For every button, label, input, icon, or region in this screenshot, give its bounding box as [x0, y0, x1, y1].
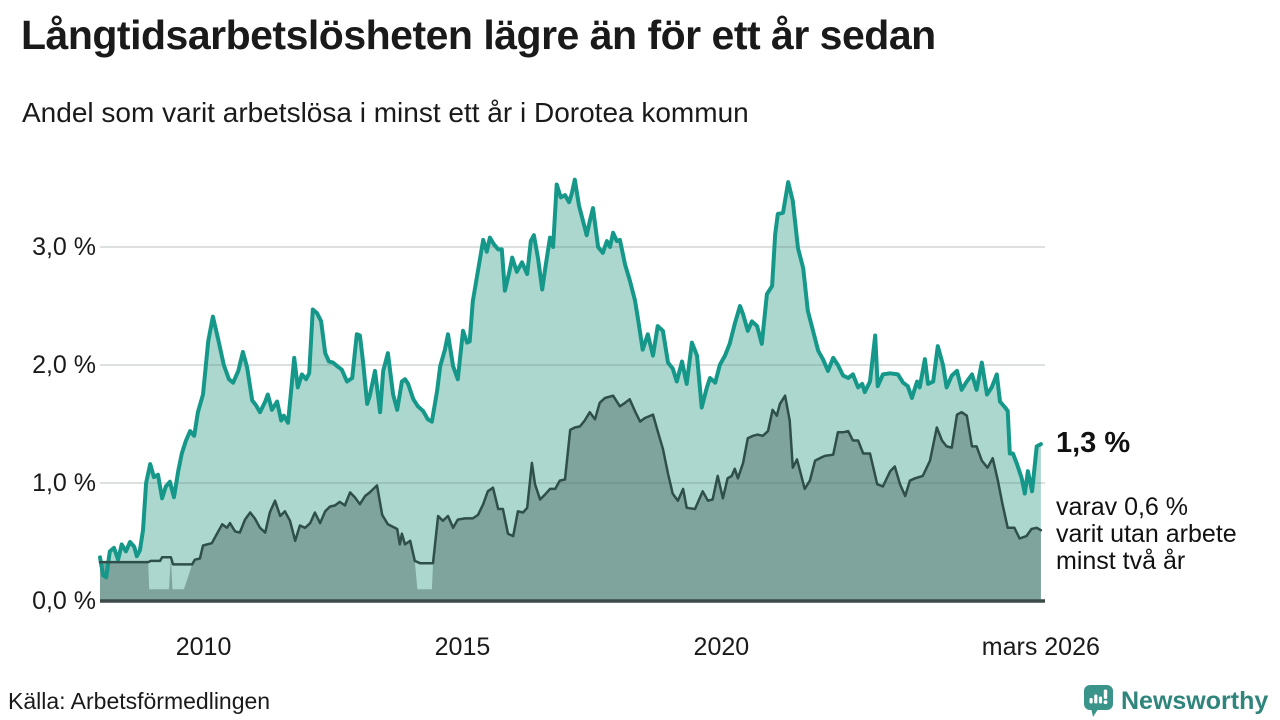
logo-bars: [1089, 689, 1108, 705]
two-year-annotation-line: varav 0,6 %: [1056, 493, 1189, 521]
y-axis-label: 0,0 %: [32, 587, 96, 615]
x-axis-label: 2020: [693, 633, 750, 661]
x-axis-label: 2010: [175, 633, 232, 661]
gridlines: [100, 246, 1045, 484]
newsworthy-logo-icon: [1084, 685, 1113, 717]
two-year-annotation: varav 0,6 % varit utan arbete minst två år: [1056, 494, 1237, 575]
source-attribution: Källa: Arbetsförmedlingen: [8, 688, 271, 714]
two-year-annotation-line: varit utan arbete: [1056, 520, 1237, 548]
line-one-year-unemployed: [98, 177, 1043, 580]
latest-value-label: 1,3 %: [1056, 427, 1131, 459]
y-axis-label: 3,0 %: [32, 233, 96, 261]
line-two-year-unemployed: [98, 394, 1043, 566]
newsworthy-logo-text: Newsworthy: [1121, 686, 1269, 715]
page-title: Långtidsarbetslösheten lägre än för ett …: [21, 12, 936, 58]
y-axis-label: 1,0 %: [32, 469, 96, 497]
x-axis-label: 2015: [434, 633, 491, 661]
page-subtitle: Andel som varit arbetslösa i minst ett å…: [22, 97, 749, 128]
two-year-annotation-line: minst två år: [1056, 547, 1186, 575]
newsworthy-branding: Newsworthy: [1083, 684, 1268, 718]
y-axis-label: 2,0 %: [32, 351, 96, 379]
area-two-year-unemployed: [100, 395, 1041, 601]
x-axis-label: mars 2026: [981, 633, 1100, 661]
